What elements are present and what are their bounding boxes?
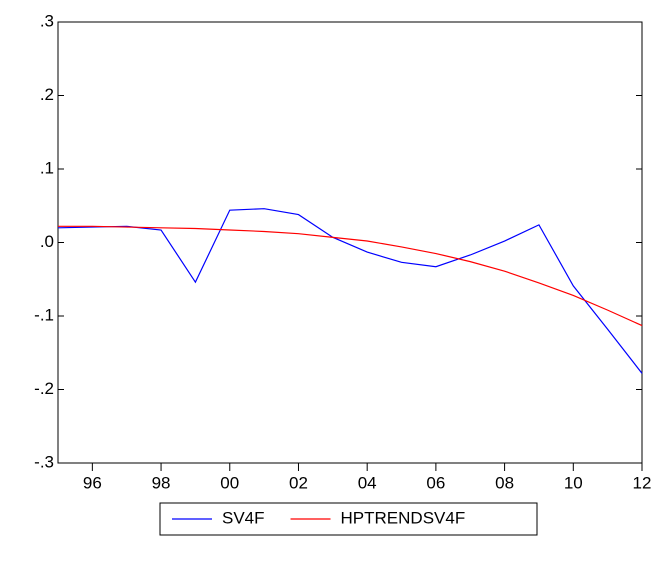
x-tick-label: 96 [83, 473, 102, 492]
x-tick-label: 08 [495, 473, 514, 492]
x-tick-label: 10 [564, 473, 583, 492]
series-line [58, 225, 643, 327]
y-tick-label: -.2 [34, 379, 54, 398]
y-tick-label: .2 [40, 85, 54, 104]
x-tick-label: 12 [633, 473, 652, 492]
x-tick-label: 00 [220, 473, 239, 492]
legend-label: HPTRENDSV4F [341, 508, 466, 527]
legend-box [159, 502, 538, 536]
y-tick-label: .3 [40, 11, 54, 30]
x-tick-label: 04 [358, 473, 377, 492]
x-tick-label: 02 [289, 473, 308, 492]
legend-label: SV4F [222, 508, 265, 527]
y-tick-label: .1 [40, 158, 54, 177]
plot-frame [57, 21, 643, 464]
x-tick-label: 98 [152, 473, 171, 492]
y-tick-label: -.3 [34, 452, 54, 471]
y-tick-label: -.1 [34, 305, 54, 324]
y-tick-label: .0 [40, 232, 54, 251]
series-line [57, 208, 643, 374]
x-tick-label: 06 [426, 473, 445, 492]
